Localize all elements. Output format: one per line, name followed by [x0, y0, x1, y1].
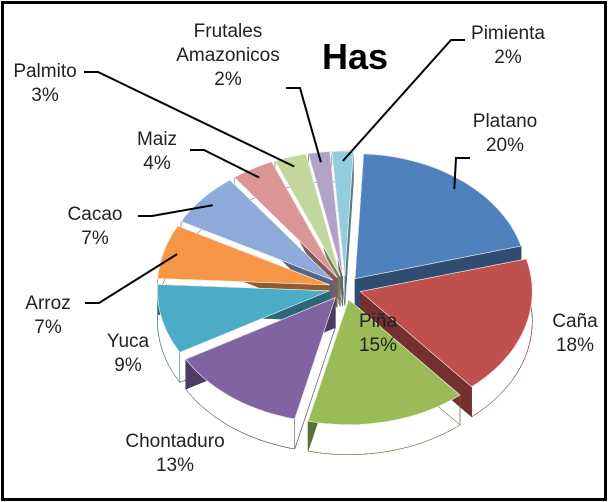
leader-line: [85, 253, 178, 304]
slice-category-label: Frutales Amazonicos: [176, 21, 280, 66]
slice: [185, 297, 336, 420]
slice: [157, 225, 330, 286]
slice-value-label: 9%: [114, 355, 142, 376]
slice-label: Cacao 7%: [68, 203, 123, 251]
slice-category-label: Caña: [552, 311, 598, 332]
slice-category-label: Pimienta: [471, 23, 545, 44]
slice-label: Frutales Amazonicos 2%: [168, 20, 288, 92]
slice-label: Pimienta 2%: [471, 22, 545, 70]
slice: [180, 179, 334, 281]
slice-category-label: Yuca: [106, 331, 150, 352]
slice-category-label: Cacao: [67, 204, 123, 225]
slice: [359, 258, 533, 388]
slice: [157, 284, 330, 353]
slice-label: Platano 20%: [473, 110, 537, 158]
slice-label: Arroz 7%: [25, 292, 70, 340]
slice-label: Palmito 3%: [13, 60, 76, 108]
leader-line: [138, 204, 213, 217]
slice-value-label: 7%: [81, 228, 109, 249]
slice-label: Maiz 4%: [137, 128, 177, 176]
slice: [354, 153, 522, 280]
leader-line: [190, 149, 260, 179]
slice-value-label: 2%: [494, 47, 522, 68]
slice-value-label: 15%: [358, 335, 398, 356]
leader-line: [453, 157, 470, 190]
slice-category-label: Piña: [358, 311, 398, 332]
slice: [307, 299, 461, 426]
slice-label: Piña 15%: [359, 310, 397, 358]
slice: [331, 150, 354, 277]
chart-title: Has: [321, 36, 389, 77]
slice: [274, 153, 341, 277]
leader-line: [342, 39, 465, 162]
slice-value-label: 20%: [485, 135, 525, 156]
slice-label: Caña 18%: [552, 310, 597, 358]
slice-value-label: 4%: [143, 153, 171, 174]
slice-value-label: 3%: [31, 85, 59, 106]
slice: [233, 161, 338, 278]
slice-value-label: 13%: [155, 455, 195, 476]
slice-category-label: Palmito: [13, 61, 77, 82]
slice-category-label: Maiz: [136, 129, 178, 150]
slice-label: Yuca 9%: [107, 330, 149, 378]
leader-line: [84, 71, 295, 168]
leader-line: [286, 87, 322, 163]
slice-category-label: Chontaduro: [125, 431, 225, 452]
slice-value-label: 7%: [34, 317, 62, 338]
slice-value-label: 18%: [555, 335, 595, 356]
slice-category-label: Arroz: [25, 293, 71, 314]
slice-category-label: Platano: [472, 111, 538, 132]
slice-value-label: 2%: [214, 69, 242, 90]
slice-label: Chontaduro 13%: [125, 430, 224, 478]
